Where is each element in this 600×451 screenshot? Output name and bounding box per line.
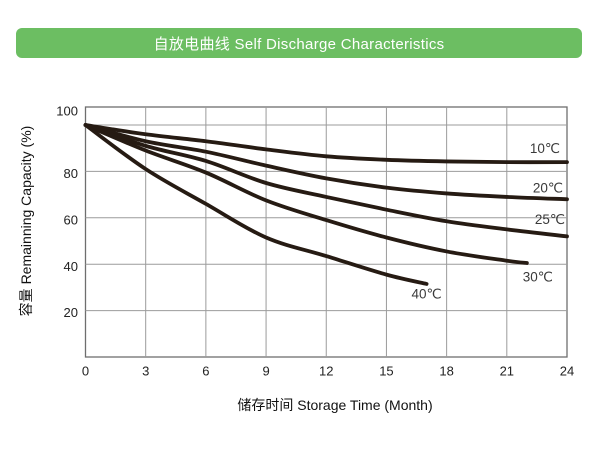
curve-label-25c: 25℃ [535, 212, 565, 227]
x-tick-label: 12 [319, 364, 333, 379]
x-tick-label: 21 [500, 364, 514, 379]
curve-40c [83, 123, 429, 286]
y-tick-label: 80 [64, 166, 78, 181]
grid-layer [84, 106, 568, 358]
y-tick-label: 40 [64, 259, 78, 274]
x-tick-label: 24 [560, 364, 574, 379]
x-axis-title: 储存时间 Storage Time (Month) [237, 397, 432, 413]
curve-label-30c: 30℃ [523, 269, 553, 284]
x-tick-label: 15 [379, 364, 393, 379]
x-tick-label: 0 [82, 364, 89, 379]
x-tick-label: 9 [262, 364, 269, 379]
curve-label-40c: 40℃ [411, 287, 441, 302]
y-tick-label: 100 [56, 104, 78, 119]
curve-20c [83, 123, 569, 202]
y-tick-label: 20 [64, 305, 78, 320]
y-axis-title: 容量 Remainning Capacity (%) [18, 126, 34, 317]
curve-label-20c: 20℃ [533, 180, 563, 195]
curve-layer [83, 123, 569, 286]
x-tick-label: 3 [142, 364, 149, 379]
y-tick-label: 60 [64, 212, 78, 227]
section-title-banner: 自放电曲线 Self Discharge Characteristics [16, 28, 582, 58]
section-title: 自放电曲线 Self Discharge Characteristics [153, 35, 445, 53]
curve-10c [83, 123, 569, 165]
x-tick-label: 18 [439, 364, 453, 379]
curve-label-10c: 10℃ [530, 141, 560, 156]
tick-label-layer: 0 3 6 9 12 15 18 21 24 20 40 60 80 100 10℃ 20℃ 25℃ 30℃ 40℃ [56, 104, 574, 379]
curve-25c [83, 123, 569, 239]
x-tick-label: 6 [202, 364, 209, 379]
curve-30c [83, 123, 529, 265]
